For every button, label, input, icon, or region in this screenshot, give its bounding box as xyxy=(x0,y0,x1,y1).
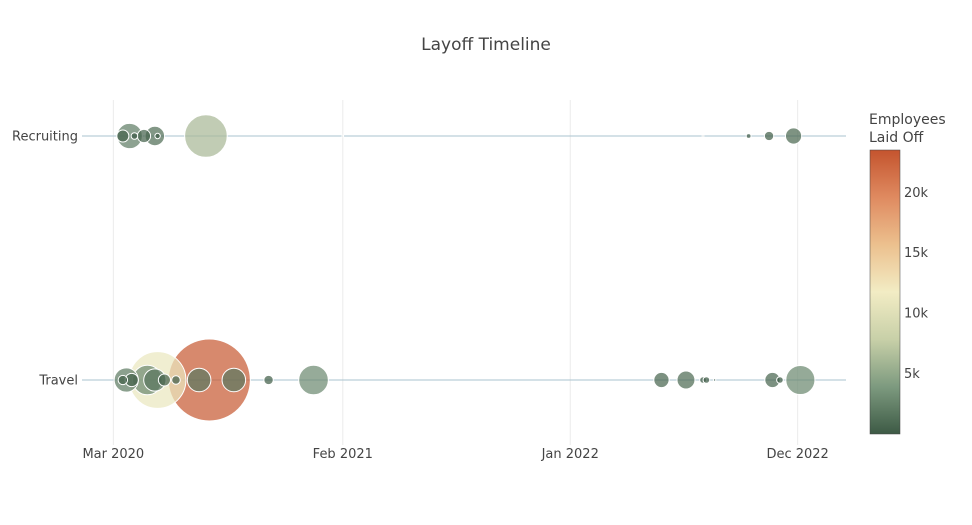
bubble-travel[interactable] xyxy=(702,376,711,384)
x-axis-ticks: Mar 2020 Feb 2021 Jan 2022 Dec 2022 xyxy=(82,447,828,462)
bubble-recruiting[interactable] xyxy=(784,127,803,145)
bubble-recruiting[interactable] xyxy=(341,134,345,138)
bubble-recruiting[interactable] xyxy=(136,128,152,144)
bubble-travel[interactable] xyxy=(785,364,816,396)
colorbar-tick-label: 10k xyxy=(904,307,929,322)
x-tick-label: Jan 2022 xyxy=(541,447,599,462)
bubble-travel[interactable] xyxy=(676,370,696,390)
y-axis-ticks: Recruiting Travel xyxy=(12,130,78,389)
y-tick-label: Recruiting xyxy=(12,130,78,145)
colorbar-gradient xyxy=(869,149,901,435)
bubble-travel[interactable] xyxy=(171,375,181,385)
bubble-travel[interactable] xyxy=(263,374,274,386)
bubble-travel[interactable] xyxy=(117,374,129,386)
bubble-recruiting[interactable] xyxy=(130,132,139,140)
bubble-travel[interactable] xyxy=(221,367,247,393)
x-tick-label: Dec 2022 xyxy=(766,447,828,462)
bubble-travel[interactable] xyxy=(157,373,171,387)
y-tick-label: Travel xyxy=(38,374,78,389)
colorbar-tick-label: 20k xyxy=(904,186,929,201)
bubble-travel[interactable] xyxy=(186,367,212,393)
colorbar-title: Employees Laid Off xyxy=(869,112,946,146)
bubble-recruiting[interactable] xyxy=(763,130,775,142)
bubble-recruiting[interactable] xyxy=(701,134,705,138)
colorbar-tick-label: 5k xyxy=(904,367,920,382)
bubble-recruiting[interactable] xyxy=(154,132,161,140)
bubble-recruiting[interactable] xyxy=(184,114,228,158)
bubble-recruiting[interactable] xyxy=(745,133,752,139)
x-tick-label: Feb 2021 xyxy=(313,447,373,462)
bubble-travel[interactable] xyxy=(298,364,329,396)
x-tick-label: Mar 2020 xyxy=(82,447,144,462)
bubble-travel[interactable] xyxy=(712,378,717,382)
chart-title: Layoff Timeline xyxy=(421,35,551,55)
bubble-recruiting[interactable] xyxy=(116,129,130,143)
bubble-travel[interactable] xyxy=(776,376,784,384)
colorbar-tick-label: 15k xyxy=(904,246,929,261)
bubbles-layer xyxy=(113,114,816,422)
bubble-travel[interactable] xyxy=(653,371,670,389)
colorbar: Employees Laid Off 5k 10k 15k 20k xyxy=(869,112,946,435)
